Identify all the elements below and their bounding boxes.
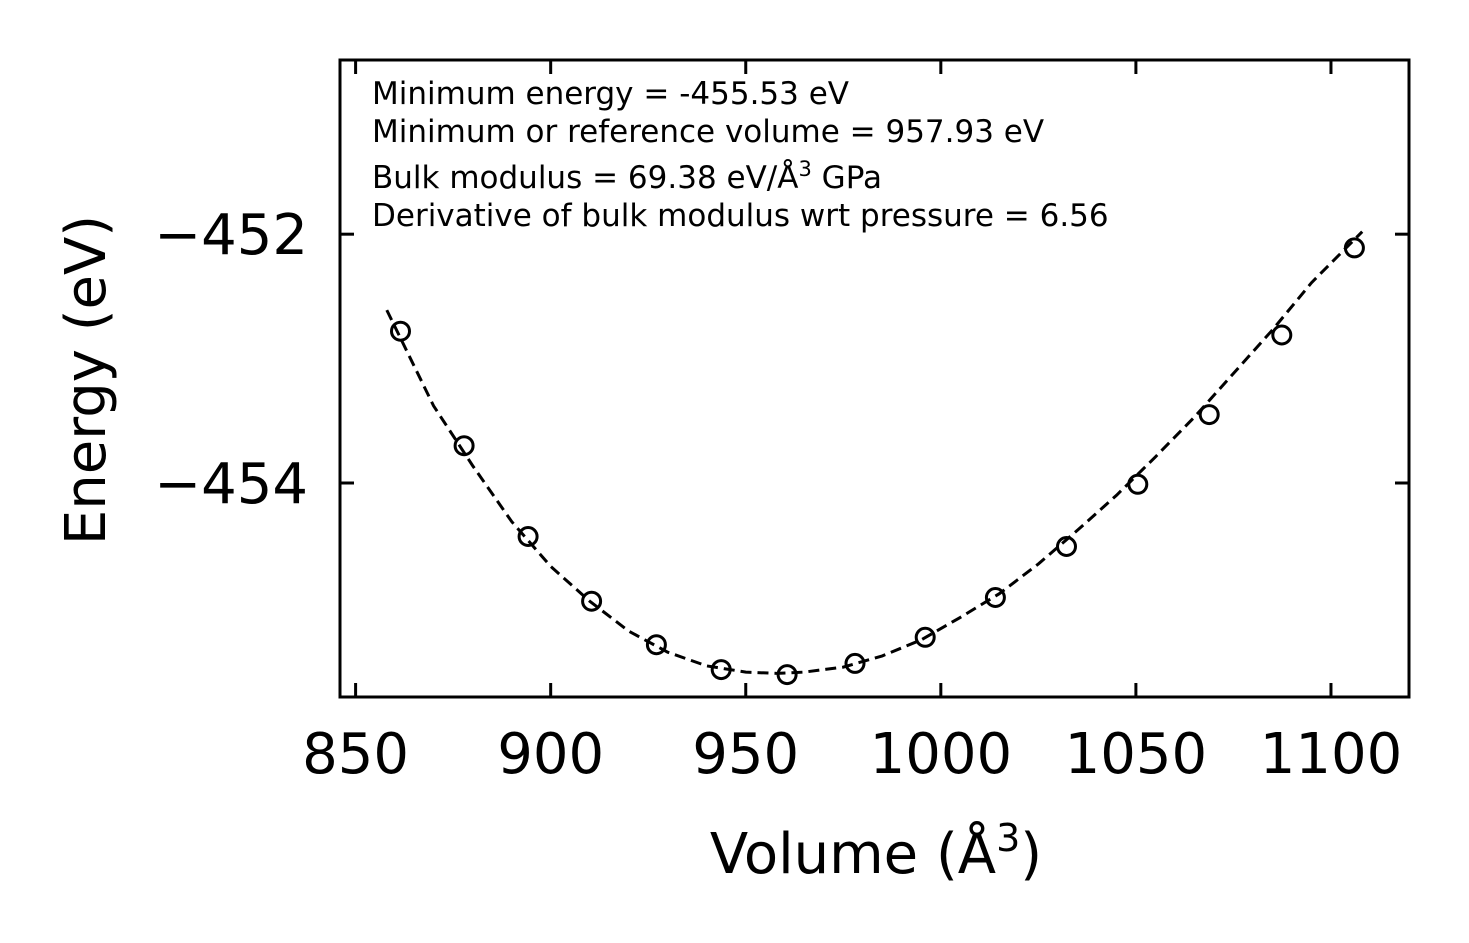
annotation-bulk-modulus-sup: 3 — [798, 157, 811, 181]
y-tick-label: −452 — [154, 203, 308, 268]
data-point — [844, 652, 866, 674]
annotation-min-volume: Minimum or reference volume = 957.93 eV — [372, 114, 1044, 150]
data-point — [581, 590, 603, 612]
x-tick-label: 950 — [692, 722, 799, 787]
data-point — [1271, 324, 1293, 346]
data-point — [453, 435, 475, 457]
data-point — [914, 626, 936, 648]
data-point — [776, 664, 798, 686]
x-axis-label-close: ) — [1020, 822, 1042, 887]
plot-frame — [338, 58, 1411, 699]
data-point — [1343, 237, 1365, 259]
x-axis-label-sup: 3 — [996, 816, 1020, 860]
data-point — [517, 526, 539, 547]
y-axis-ticks: −452 −454 — [154, 203, 1409, 517]
x-tick-label: 900 — [497, 722, 604, 787]
y-axis-label: Energy (eV) — [54, 215, 119, 545]
data-point — [390, 320, 411, 342]
annotation-bulk-modulus-suffix: GPa — [812, 160, 882, 196]
y-tick-label: −454 — [154, 452, 308, 517]
data-points — [390, 237, 1365, 686]
data-point — [1127, 473, 1149, 495]
x-tick-label: 1100 — [1260, 722, 1403, 787]
x-tick-label: 1050 — [1065, 722, 1208, 787]
data-point — [645, 634, 667, 656]
x-axis-label-main: Volume (Å — [710, 821, 996, 887]
annotation-bulk-modulus: Bulk modulus = 69.38 eV/Å3 GPa — [372, 157, 882, 196]
x-axis-ticks: 850 900 950 1000 1050 1100 — [302, 60, 1402, 787]
data-point — [1198, 404, 1220, 426]
x-tick-label: 1000 — [870, 722, 1013, 787]
x-tick-label: 850 — [302, 722, 409, 787]
data-point — [710, 659, 732, 681]
annotation-min-energy: Minimum energy = -455.53 eV — [372, 76, 849, 112]
annotation-bulk-derivative: Derivative of bulk modulus wrt pressure … — [372, 198, 1109, 234]
data-point — [984, 587, 1006, 608]
data-point — [1056, 536, 1077, 557]
x-axis-label: Volume (Å3) — [710, 816, 1042, 887]
annotation-bulk-modulus-main: Bulk modulus = 69.38 eV/Å — [372, 160, 798, 196]
